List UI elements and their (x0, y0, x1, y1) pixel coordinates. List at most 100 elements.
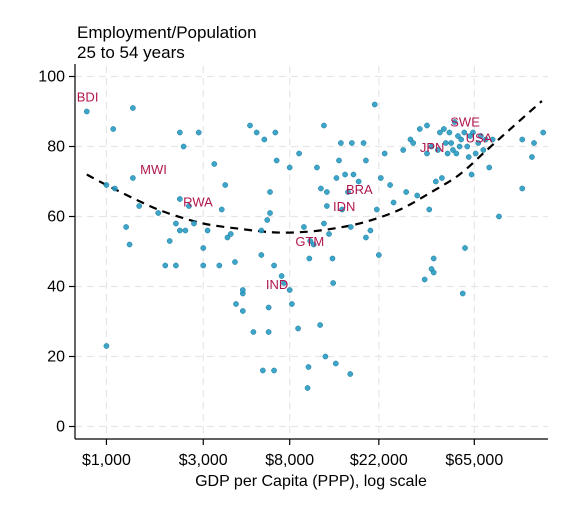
data-point (426, 206, 433, 213)
data-point (321, 220, 327, 227)
data-point (424, 122, 430, 129)
data-point (126, 241, 133, 248)
data-point (232, 259, 238, 265)
data-point (387, 182, 393, 188)
data-point (306, 255, 313, 262)
data-point (355, 178, 362, 185)
country-label: RWA (183, 195, 213, 210)
data-point (435, 147, 441, 153)
data-point (345, 189, 351, 195)
data-point (451, 119, 458, 125)
data-point (111, 185, 118, 192)
data-point (211, 161, 218, 167)
data-point (377, 175, 384, 181)
data-point (322, 353, 329, 360)
data-point (307, 238, 314, 244)
data-point (349, 140, 355, 146)
data-point (367, 227, 374, 234)
y-tick-label: 40 (47, 279, 65, 296)
data-point (260, 367, 266, 374)
x-tick-label: $1,000 (82, 452, 131, 469)
data-point (363, 157, 369, 164)
data-point (176, 196, 183, 202)
data-point (465, 154, 472, 160)
data-point (305, 364, 312, 370)
data-point (239, 308, 246, 314)
chart-subtitle: 25 to 54 years (77, 43, 185, 62)
country-label: MWI (140, 162, 167, 177)
data-point (470, 129, 476, 136)
data-point (218, 206, 225, 213)
data-point (453, 150, 460, 157)
data-point (227, 231, 234, 237)
data-point (186, 203, 192, 209)
data-point (459, 290, 466, 297)
data-point (421, 276, 428, 283)
data-point (482, 136, 489, 143)
data-point (329, 255, 336, 262)
data-point (430, 255, 437, 262)
data-point (437, 129, 443, 136)
data-point (371, 101, 378, 108)
country-label: BRA (346, 182, 373, 197)
data-point (173, 220, 179, 227)
data-point (110, 126, 117, 132)
data-point (103, 182, 110, 188)
data-point (347, 224, 354, 230)
data-point (414, 192, 421, 199)
data-point (333, 175, 340, 181)
data-point (286, 164, 293, 171)
data-point (439, 175, 445, 181)
data-point (304, 385, 311, 391)
data-point (216, 262, 223, 269)
data-point (442, 140, 449, 146)
data-point (461, 129, 468, 136)
data-point (281, 280, 287, 286)
data-point (432, 178, 439, 185)
data-point (496, 213, 502, 220)
data-point (363, 234, 369, 241)
chart-title: Employment/Population (77, 23, 257, 42)
country-label: IDN (333, 199, 355, 214)
data-point (258, 227, 265, 234)
data-point (162, 262, 169, 269)
data-point (182, 227, 189, 234)
data-point (489, 136, 496, 143)
data-point (448, 140, 455, 146)
data-point (204, 227, 211, 234)
data-points (83, 101, 547, 391)
data-point (310, 241, 317, 248)
data-point (317, 322, 323, 328)
data-point (123, 224, 129, 230)
y-tick-label: 20 (47, 349, 65, 366)
data-point (332, 360, 339, 367)
data-point (318, 185, 324, 192)
data-point (455, 133, 461, 139)
data-point (430, 269, 437, 276)
data-point (272, 129, 279, 136)
data-point (410, 140, 417, 146)
country-label: USA (466, 131, 493, 146)
data-point (326, 231, 332, 237)
data-point (450, 147, 456, 153)
data-point (472, 150, 479, 157)
data-point (200, 262, 207, 269)
data-point (278, 273, 285, 279)
data-point (519, 136, 526, 143)
data-point (173, 262, 179, 269)
data-point (265, 329, 272, 335)
fit-curve-layer (86, 100, 543, 234)
country-label: JPN (420, 140, 445, 155)
data-point (464, 143, 471, 150)
data-point (342, 171, 348, 178)
data-point (400, 147, 407, 153)
data-point (261, 136, 268, 143)
data-point (222, 182, 229, 188)
data-point (265, 304, 272, 311)
data-point (176, 227, 183, 234)
data-point (296, 150, 302, 157)
data-point (83, 108, 90, 115)
